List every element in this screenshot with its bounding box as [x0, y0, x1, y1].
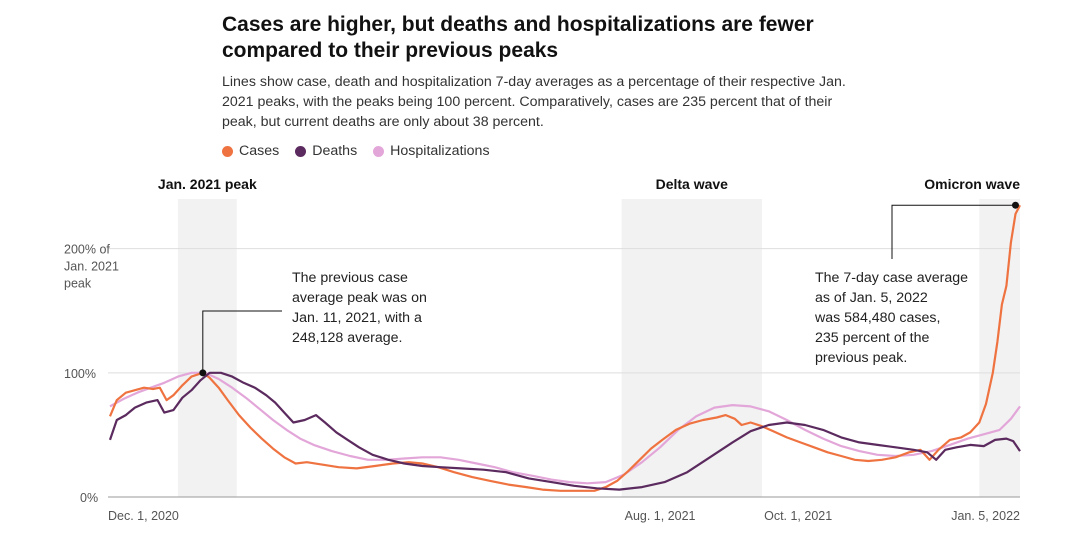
- series-lines: [108, 204, 1021, 492]
- annotation-dot-current-cases: [1011, 201, 1019, 209]
- x-tick-label-jan-5-2022: Jan. 5, 2022: [951, 509, 1020, 523]
- legend-label-deaths: Deaths: [312, 143, 358, 159]
- y-tick-label-200: 200% of Jan. 2021 peak: [64, 243, 119, 291]
- legend-label-hospitalizations: Hospitalizations: [390, 143, 490, 159]
- x-tick-label-dec-1-2020: Dec. 1, 2020: [108, 509, 179, 523]
- annotations: The previous case average peak was on Jan.…: [199, 201, 1019, 377]
- y-axis: 0% 100% 200% of Jan. 2021 peak: [64, 243, 119, 505]
- legend-swatch-hospitalizations: [373, 145, 385, 157]
- legend-swatch-deaths: [295, 145, 307, 157]
- chart-subtitle: Lines show case, death and hospitalizati…: [222, 74, 846, 130]
- series-line-cases: [108, 204, 1021, 492]
- region-label-delta-wave: Delta wave: [656, 176, 729, 192]
- y-tick-label-0: 0%: [80, 491, 98, 505]
- chart-title: Cases are higher, but deaths and hospita…: [222, 13, 814, 62]
- gridlines: [108, 248, 1020, 498]
- legend-swatch-cases: [222, 145, 233, 157]
- series-line-hospitalizations: [109, 371, 1021, 485]
- annotation-leader-current-cases: [891, 204, 1016, 259]
- legend-label-cases: Cases: [239, 143, 280, 159]
- x-axis: Dec. 1, 2020 Aug. 1, 2021 Oct. 1, 2021 Jan.…: [108, 509, 1020, 523]
- region-jan-2021-peak: [177, 199, 237, 497]
- region-delta-wave: [621, 199, 762, 497]
- annotation-text-previous-peak: The previous case average peak was on Jan.…: [292, 270, 427, 346]
- x-tick-label-aug-1-2021: Aug. 1, 2021: [625, 509, 696, 523]
- region-label-jan-2021-peak: Jan. 2021 peak: [158, 176, 257, 192]
- region-omicron-wave: [979, 199, 1020, 497]
- legend-item-deaths: Deaths: [295, 143, 357, 159]
- series-line-deaths: [108, 371, 1021, 491]
- legend: Cases Deaths Hospitalizations: [222, 143, 490, 159]
- annotation-leader-previous-peak: [202, 310, 282, 373]
- annotation-dot-previous-peak: [199, 369, 207, 377]
- region-label-omicron-wave: Omicron wave: [924, 176, 1020, 192]
- annotation-text-current-cases: The 7-day case average as of Jan. 5, 2022…: [814, 270, 968, 366]
- legend-item-cases: Cases: [222, 143, 279, 159]
- x-tick-label-oct-1-2021: Oct. 1, 2021: [764, 509, 832, 523]
- legend-item-hospitalizations: Hospitalizations: [373, 143, 490, 159]
- y-tick-label-100: 100%: [64, 367, 96, 381]
